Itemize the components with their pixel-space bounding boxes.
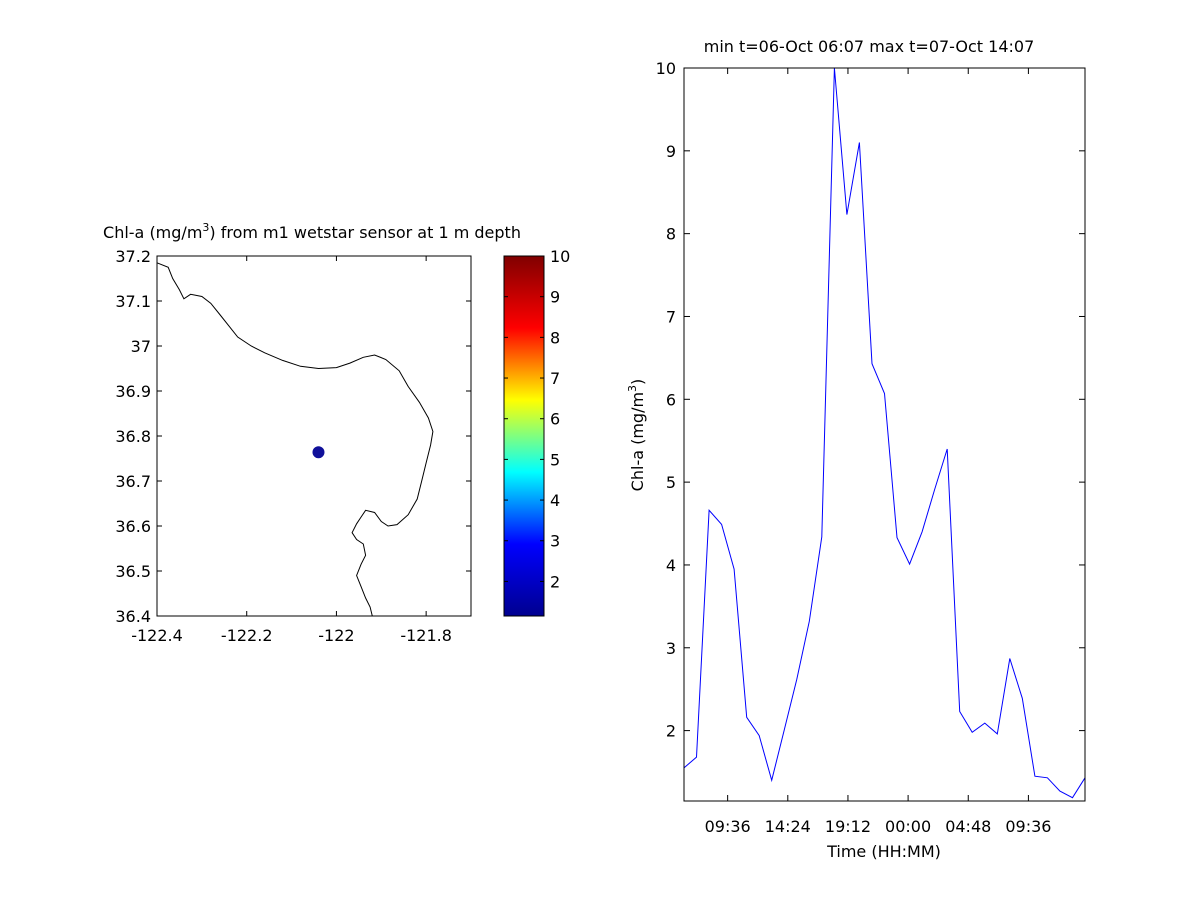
timeseries-x-tick-label: 04:48 [945,817,991,836]
timeseries-line [683,67,1086,799]
timeseries-y-tick-label: 5 [666,473,676,492]
timeseries-x-tick-label: 09:36 [705,817,751,836]
timeseries-x-tick-label: 19:12 [825,817,871,836]
timeseries-title: min t=06-Oct 06:07 max t=07-Oct 14:07 [704,37,1035,56]
map-y-tick-label: 36.6 [115,517,151,536]
colorbar-gradient [504,256,544,616]
map-x-tick-label: -122.2 [221,626,273,645]
timeseries-x-tick-label: 14:24 [765,817,811,836]
timeseries-ylabel: Chl-a (mg/m3) [626,379,647,492]
timeseries-y-tick-label: 2 [666,722,676,741]
colorbar-tick-label: 3 [550,532,560,551]
colorbar-tick-label: 4 [550,491,560,510]
coastline [156,262,434,617]
colorbar: 2 3 4 5 6 7 8 9 10 [503,247,570,617]
map-points [312,446,325,459]
colorbar-frame [503,255,545,617]
timeseries-y-tick-label: 6 [666,390,676,409]
timeseries-y-tick-label: 4 [666,556,676,575]
timeseries-panel: min t=06-Oct 06:07 max t=07-Oct 14:07 09… [626,37,1086,861]
map-x-axis: -122.4 -122.2 -122 -121.8 [131,256,452,645]
colorbar-tick-label: 7 [550,369,560,388]
timeseries-y-tick-label: 8 [666,225,676,244]
timeseries-y-axis: 2 3 4 5 6 7 8 9 10 [656,59,1085,741]
map-y-tick-label: 36.7 [115,472,151,491]
timeseries-axes-box [683,67,1086,802]
timeseries-xlabel: Time (HH:MM) [826,842,941,861]
colorbar-tick-label: 2 [550,572,560,591]
map-y-tick-label: 37.2 [115,247,151,266]
map-axes-box [156,255,472,617]
timeseries-y-tick-label: 10 [656,59,676,78]
map-x-tick-label: -122 [318,626,354,645]
timeseries-y-tick-label: 9 [666,142,676,161]
map-y-tick-label: 36.4 [115,607,151,626]
colorbar-ticks: 2 3 4 5 6 7 8 9 10 [504,247,570,591]
timeseries-y-tick-label: 3 [666,639,676,658]
map-x-tick-label: -122.4 [131,626,183,645]
map-y-tick-label: 37 [131,337,151,356]
map-y-tick-label: 37.1 [115,292,151,311]
map-data-point-0 [312,446,325,459]
map-y-axis: 36.4 36.5 36.6 36.7 36.8 36.9 37 37.1 37.2 [115,247,471,626]
timeseries-y-tick-label: 7 [666,307,676,326]
map-y-tick-label: 36.5 [115,562,151,581]
colorbar-tick-label: 9 [550,288,560,307]
map-coastline-layer [156,262,434,617]
map-title: Chl-a (mg/m3) from m1 wetstar sensor at … [103,221,521,242]
map-panel: Chl-a (mg/m3) from m1 wetstar sensor at … [103,221,521,645]
map-y-tick-label: 36.9 [115,382,151,401]
map-x-tick-label: -121.8 [400,626,452,645]
timeseries-x-tick-label: 09:36 [1005,817,1051,836]
colorbar-tick-label: 5 [550,450,560,469]
timeseries-x-axis: 09:36 14:24 19:12 00:00 04:48 09:36 [705,68,1051,836]
colorbar-tick-label: 6 [550,410,560,429]
colorbar-tick-label: 8 [550,328,560,347]
timeseries-x-tick-label: 00:00 [885,817,931,836]
map-y-tick-label: 36.8 [115,427,151,446]
colorbar-tick-label: 10 [550,247,570,266]
